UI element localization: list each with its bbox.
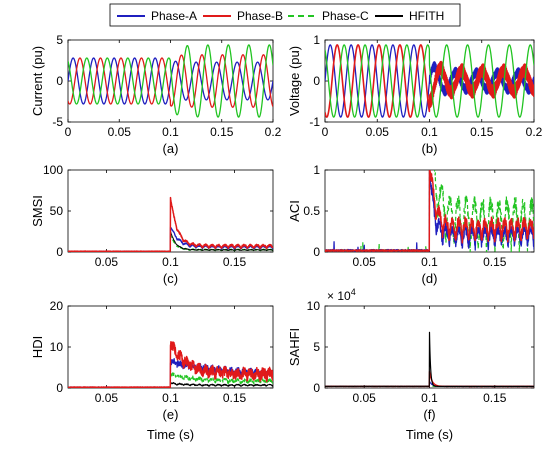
y-tick-label: 0 <box>313 381 320 395</box>
series-line-phase-b <box>325 170 534 252</box>
series-line-hfith <box>325 331 534 388</box>
x-tick-label: 0.05 <box>353 255 377 269</box>
legend-label-phase-a: Phase-A <box>151 9 197 23</box>
y-axis-label: ACI <box>287 200 302 222</box>
x-tick-label: 0.1 <box>162 125 179 139</box>
y-tick-label: 10 <box>50 340 64 354</box>
x-tick-label: 0.15 <box>483 391 507 405</box>
series-line-phase-a <box>68 57 273 105</box>
y-axis-label: HDI <box>30 336 45 358</box>
x-tick-label: 0 <box>322 125 329 139</box>
x-tick-label: 0.15 <box>223 255 247 269</box>
series-line-phase-b <box>325 44 534 118</box>
y-tick-label: 5 <box>56 33 63 47</box>
y-tick-label: 0 <box>56 381 63 395</box>
x-tick-label: 0.15 <box>483 255 507 269</box>
y-tick-label: 1 <box>313 163 320 177</box>
series-line-phase-b <box>68 341 273 388</box>
y-axis-label: Voltage (pu) <box>287 46 302 116</box>
x-tick-label: 0.15 <box>210 125 234 139</box>
series-line-phase-b <box>68 196 273 252</box>
legend-label-hfith: HFITH <box>409 9 444 23</box>
y-exponent-label: × 104 <box>327 287 356 303</box>
y-tick-label: 20 <box>50 299 64 313</box>
panel-label: (c) <box>163 271 178 286</box>
x-tick-label: 0 <box>65 125 72 139</box>
legend: Phase-A Phase-B Phase-C HFITH <box>109 3 461 27</box>
panel-label: (a) <box>163 141 179 156</box>
y-tick-label: 5 <box>313 340 320 354</box>
legend-box <box>109 3 461 27</box>
x-tick-label: 0.05 <box>353 391 377 405</box>
y-axis-label: Current (pu) <box>30 46 45 116</box>
y-tick-label: 1 <box>313 33 320 47</box>
panel-label: (d) <box>422 271 438 286</box>
series-line-phase-b <box>68 54 273 108</box>
x-axis-label: Time (s) <box>406 427 453 442</box>
chart-panel-5: 0.05 0.1 0.15 0 5 10 × 104 SAHFI (f) Time (s) <box>287 287 535 442</box>
chart-panel-4: 0.05 0.1 0.15 0 10 20 HDI (e) Time (s) <box>30 299 274 442</box>
y-tick-label: 0 <box>313 245 320 259</box>
x-tick-label: 0.1 <box>421 255 438 269</box>
x-tick-label: 0.1 <box>421 125 438 139</box>
x-tick-label: 0.15 <box>223 391 247 405</box>
panel-label: (e) <box>163 407 179 422</box>
legend-label-phase-b: Phase-B <box>237 9 283 23</box>
y-axis-label: SAHFI <box>287 328 302 366</box>
x-tick-label: 0.2 <box>265 125 282 139</box>
y-tick-label: 0 <box>56 74 63 88</box>
chart-panel-2: 0.05 0.1 0.15 0 50 100 SMSI (c) <box>30 163 274 286</box>
x-tick-label: 0.1 <box>421 391 438 405</box>
x-tick-label: 0.1 <box>162 255 179 269</box>
y-tick-label: -1 <box>309 115 320 129</box>
panel-label: (f) <box>423 407 435 422</box>
series-line-phase-c <box>325 44 534 118</box>
x-axis-label: Time (s) <box>147 427 194 442</box>
y-tick-label: 0 <box>56 245 63 259</box>
y-axis-label: SMSI <box>30 195 45 227</box>
y-tick-label: 50 <box>50 204 64 218</box>
x-tick-label: 0.1 <box>162 391 179 405</box>
x-tick-label: 0.05 <box>95 391 119 405</box>
x-tick-label: 0.05 <box>366 125 390 139</box>
x-tick-label: 0.2 <box>526 125 543 139</box>
y-tick-label: 0 <box>313 74 320 88</box>
y-tick-label: 10 <box>307 299 321 313</box>
y-tick-label: 0.5 <box>303 204 320 218</box>
y-tick-label: -5 <box>52 115 63 129</box>
panel-label: (b) <box>422 141 438 156</box>
x-tick-label: 0.05 <box>95 255 119 269</box>
chart-panel-3: 0.05 0.1 0.15 0 0.5 1 ACI (d) <box>287 163 535 286</box>
y-tick-label: 100 <box>43 163 63 177</box>
legend-label-phase-c: Phase-C <box>322 9 369 23</box>
x-tick-label: 0.05 <box>108 125 132 139</box>
series-line-phase-c <box>68 44 273 118</box>
x-tick-label: 0.15 <box>470 125 494 139</box>
